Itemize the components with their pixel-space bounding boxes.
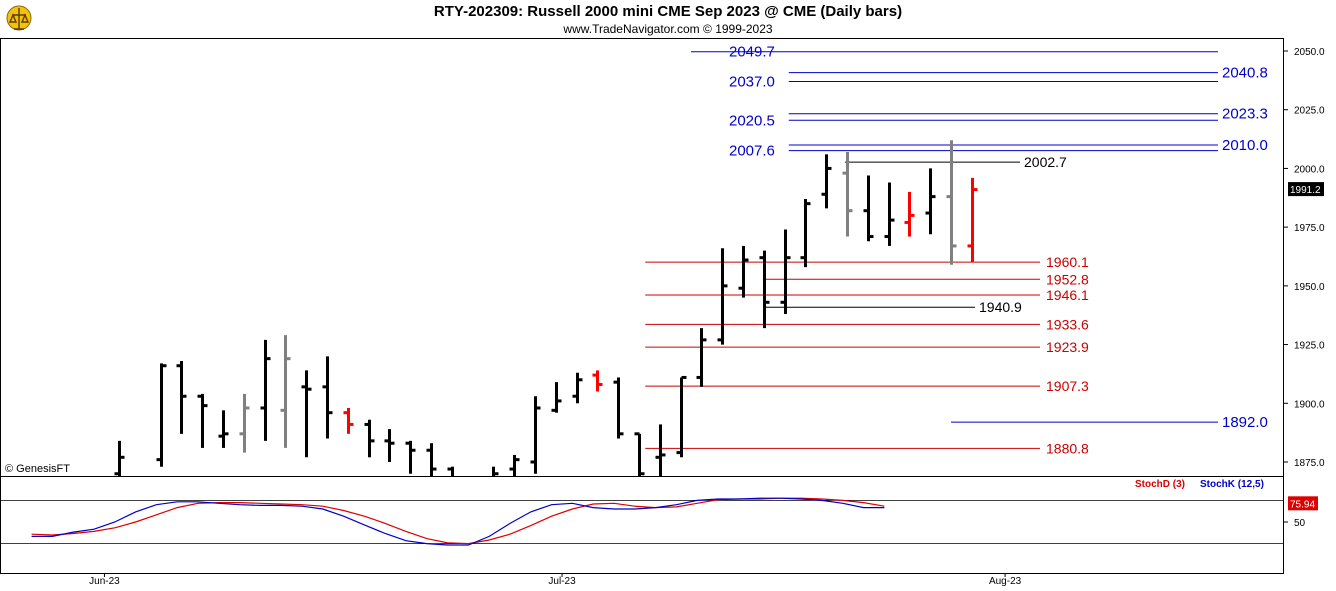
ohlc-bar [676, 375, 687, 458]
ohlc-bars [114, 140, 978, 509]
ohlc-bar [925, 168, 936, 235]
stoch-last-value: 75.94 [1290, 499, 1315, 510]
ohlc-bar [218, 410, 229, 448]
ohlc-bar [759, 250, 770, 329]
ohlc-bar [492, 466, 499, 476]
stoch-k-legend: StochK (12,5) [1200, 479, 1264, 490]
ohlc-bar [260, 339, 271, 441]
stoch-k-line [31, 497, 885, 546]
ohlc-bar [821, 154, 832, 209]
ohlc-bar [156, 363, 167, 467]
ohlc-bar [322, 356, 333, 439]
lower-level-label: 1946.1 [1046, 287, 1089, 303]
date-tick-label: Jul-23 [548, 576, 576, 587]
date-tick-label: Jun-23 [89, 576, 120, 587]
chart-frame [0, 38, 1284, 574]
ohlc-bar [800, 198, 811, 268]
last-price-box [1288, 182, 1324, 197]
stoch-last-box [1288, 496, 1318, 511]
date-tick-label: Aug-23 [989, 576, 1022, 587]
ohlc-bar [301, 370, 312, 458]
lower-level-label: 1923.9 [1046, 339, 1089, 355]
ohlc-bar [114, 440, 125, 476]
ohlc-bar [904, 191, 915, 237]
ohlc-bar [509, 454, 520, 476]
ohlc-bar [280, 335, 291, 448]
upper-level-label: 2037.0 [729, 74, 775, 91]
ohlc-bar [738, 245, 749, 298]
price-tick-label: 2025.0 [1294, 106, 1325, 117]
upper-level-label: 2040.8 [1222, 65, 1268, 82]
ohlc-bar [634, 432, 645, 476]
lower-level-label: 1907.3 [1046, 378, 1089, 394]
ohlc-bar [780, 229, 791, 315]
ohlc-bar [405, 440, 416, 474]
ohlc-bar [530, 396, 541, 474]
upper-level-label: 2007.6 [729, 143, 775, 160]
plot-border [0, 38, 1284, 574]
price-axis: 2050.0 2025.0 2000.0 1975.0 1950.0 1925.0 1900… [1283, 47, 1325, 469]
chart-header: RTY-202309: Russell 2000 mini CME Sep 20… [0, 0, 1336, 38]
pivot-level-label: 1940.9 [979, 299, 1022, 315]
ohlc-bar [863, 175, 874, 242]
trade-navigator-logo-icon [6, 5, 32, 31]
ohlc-bar [426, 443, 437, 476]
upper-level-label: 2010.0 [1222, 137, 1268, 154]
upper-level-label: 2023.3 [1222, 106, 1268, 123]
price-levels: 2049.7 2040.8 2037.0 2023.3 2020.5 2010.0 2007… [645, 44, 1268, 456]
lower-level-label: 1933.6 [1046, 316, 1089, 332]
lower-level-label: 1960.1 [1046, 254, 1089, 270]
ohlc-bar [655, 424, 666, 476]
ohlc-bar [572, 372, 583, 404]
ohlc-bar [197, 393, 208, 448]
ohlc-bar [696, 328, 707, 387]
ohlc-bar [364, 419, 375, 458]
ohlc-bar [176, 361, 187, 434]
price-tick-label: 1900.0 [1294, 399, 1325, 410]
ohlc-bar [447, 466, 454, 476]
upper-level-label: 2049.7 [729, 44, 775, 61]
chart-subtitle: www.TradeNavigator.com © 1999-2023 [563, 22, 773, 36]
stochastic-panel: 50 StochD (3) StochK (12,5) 75.94 [0, 479, 1318, 546]
ohlc-bar [717, 248, 728, 345]
stoch-d-line [31, 497, 885, 545]
price-tick-label: 1950.0 [1294, 282, 1325, 293]
ohlc-bar [592, 370, 603, 392]
upper-level-label: 2020.5 [729, 112, 775, 129]
ohlc-bar [551, 382, 562, 413]
price-tick-label: 1975.0 [1294, 223, 1325, 234]
upper-level-label: 1892.0 [1222, 414, 1268, 431]
price-tick-label: 2000.0 [1294, 164, 1325, 175]
ohlc-bar [239, 393, 250, 453]
price-tick-label: 1925.0 [1294, 341, 1325, 352]
price-tick-label: 1875.0 [1294, 458, 1325, 469]
date-axis: Jun-23 Jul-23 Aug-23 [89, 573, 1022, 587]
lower-level-label: 1952.8 [1046, 271, 1089, 287]
ohlc-bar [136, 478, 146, 509]
ohlc-bar [469, 481, 479, 509]
ohlc-bar [384, 429, 395, 462]
stoch-d-legend: StochD (3) [1135, 479, 1185, 490]
chart-title: RTY-202309: Russell 2000 mini CME Sep 20… [433, 3, 903, 20]
ohlc-bar [613, 377, 624, 439]
pivot-level-label: 2002.7 [1024, 154, 1067, 170]
last-price-value: 1991.2 [1290, 185, 1321, 196]
stoch-tick-label: 50 [1294, 518, 1306, 529]
ohlc-bar [946, 140, 957, 265]
watermark: © GenesisFT [5, 463, 70, 475]
ohlc-bar [842, 151, 853, 237]
lower-level-label: 1880.8 [1046, 440, 1089, 456]
price-tick-label: 2050.0 [1294, 47, 1325, 58]
ohlc-bar [884, 182, 895, 246]
ohlc-bar [343, 407, 354, 434]
ohlc-bar [967, 177, 978, 263]
